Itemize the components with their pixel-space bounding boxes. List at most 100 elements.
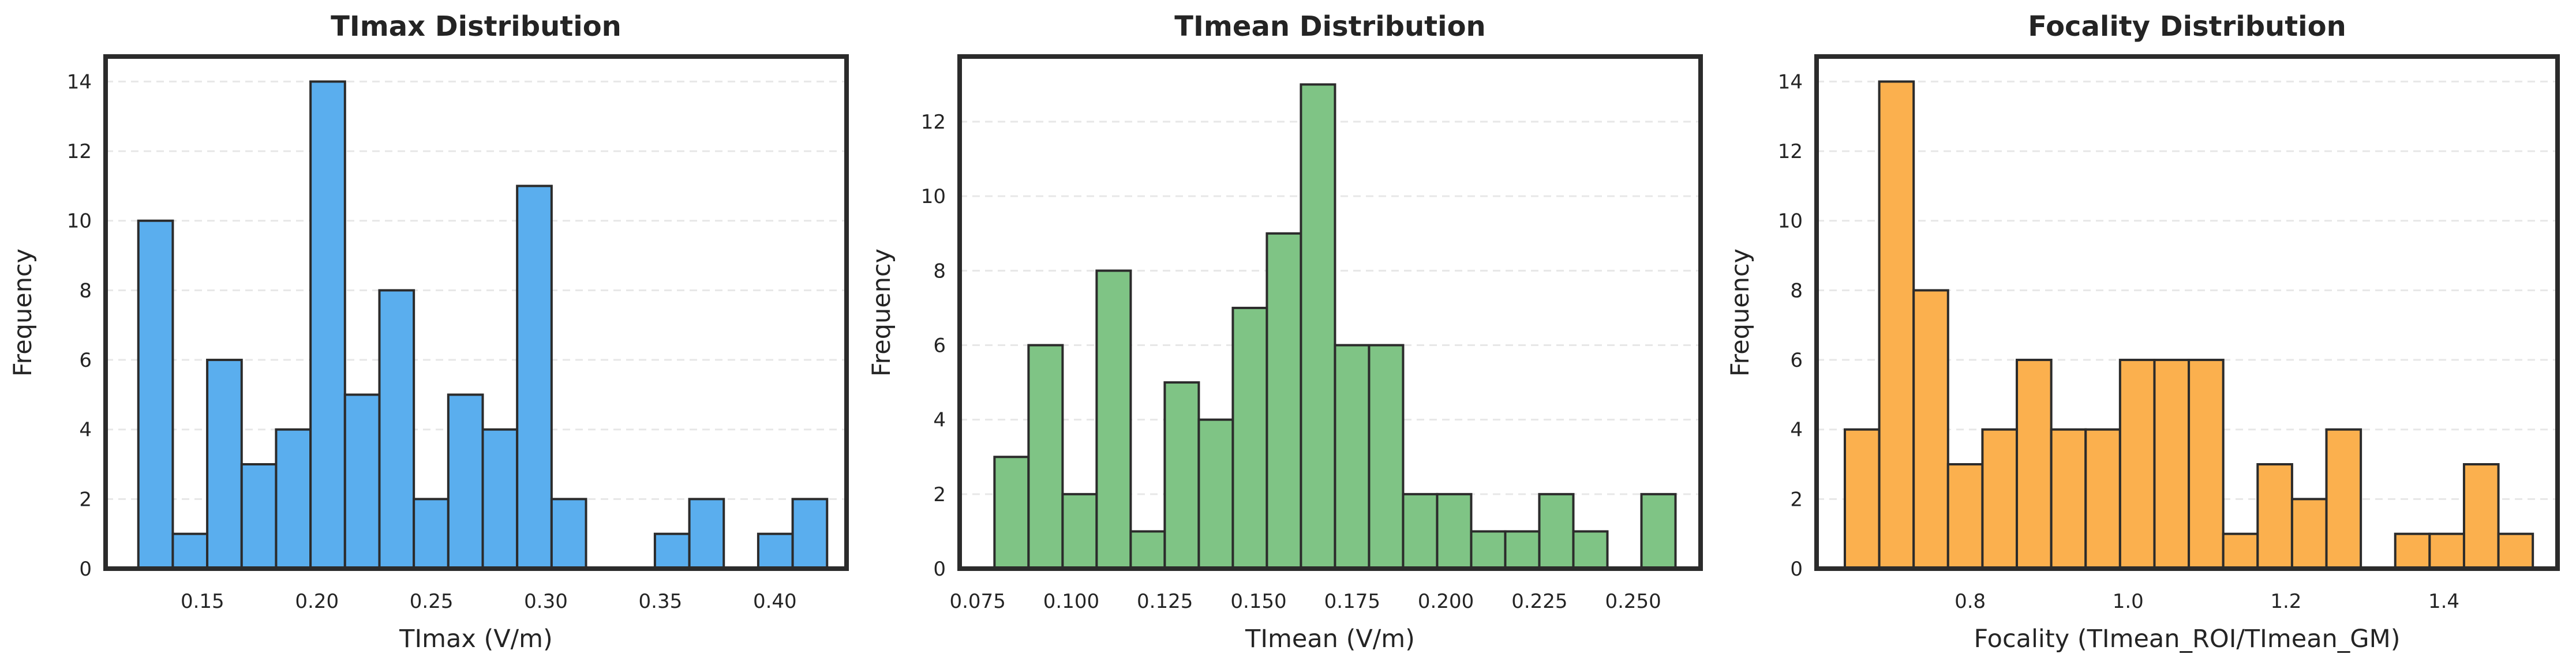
x-tick-label: 0.30 — [524, 590, 568, 613]
y-tick-label: 12 — [1778, 140, 1803, 163]
histogram-bar — [413, 498, 450, 570]
histogram-bar — [1981, 428, 2019, 570]
y-tick-labels: 0 2 4 6 8 10 12 14 — [67, 70, 92, 581]
histogram-bar — [1470, 530, 1507, 570]
y-tick-label: 14 — [1778, 70, 1803, 93]
x-tick-label: 0.175 — [1324, 590, 1380, 613]
histogram-bar — [1368, 344, 1405, 570]
y-tick-label: 2 — [933, 483, 946, 506]
y-tick-label: 10 — [1778, 210, 1803, 233]
histogram-bar — [1504, 530, 1541, 570]
y-tick-label: 10 — [921, 185, 946, 208]
histogram-bar — [1843, 428, 1881, 570]
histogram-bar — [2394, 532, 2431, 570]
histogram-bar — [309, 80, 346, 570]
x-tick-label: 0.225 — [1511, 590, 1567, 613]
histogram-bar — [1197, 418, 1234, 570]
x-tick-label: 0.15 — [181, 590, 224, 613]
histogram-bar — [1912, 289, 1949, 570]
x-tick-label: 0.250 — [1605, 590, 1661, 613]
histogram-bar — [1061, 493, 1098, 570]
x-tick-label: 0.35 — [639, 590, 683, 613]
histogram-bars — [137, 80, 829, 570]
y-tick-label: 8 — [79, 279, 92, 302]
x-tick-labels: 0.075 0.100 0.125 0.150 0.175 0.200 0.225 0.250 — [949, 590, 1661, 613]
histogram-bar — [1334, 344, 1371, 570]
histogram-bar — [653, 532, 691, 570]
histogram-bar — [1300, 83, 1336, 570]
histogram-bar — [1572, 530, 1609, 570]
x-tick-label: 0.150 — [1230, 590, 1286, 613]
histogram-bar — [343, 393, 381, 570]
histogram-bar — [1265, 232, 1302, 570]
histogram-bar — [2153, 359, 2191, 570]
x-tick-label: 0.100 — [1043, 590, 1099, 613]
axes-frame — [957, 54, 1703, 571]
y-tick-label: 2 — [79, 488, 92, 511]
histogram-bars — [993, 83, 1677, 570]
histogram-bar — [791, 498, 829, 570]
histogram-bar — [1027, 344, 1064, 570]
histogram-bar — [550, 498, 587, 570]
histogram-bar — [2428, 532, 2465, 570]
histogram-bar — [2222, 532, 2259, 570]
y-tick-label: 4 — [79, 419, 92, 442]
histogram-bar — [447, 393, 484, 570]
y-axis-label: Frequency — [867, 249, 896, 377]
y-tick-labels: 0 2 4 6 8 10 12 — [921, 111, 946, 581]
histogram-bars — [1843, 80, 2534, 570]
histogram-bar — [1878, 80, 1915, 570]
histogram-bar — [2050, 428, 2087, 570]
histogram-bar — [516, 185, 553, 570]
x-tick-label: 0.200 — [1418, 590, 1474, 613]
histogram-bar — [1095, 269, 1132, 570]
x-axis-label: Focality (TImean_ROI/TImean_GM) — [1974, 625, 2400, 653]
y-tick-labels: 0 2 4 6 8 10 12 14 — [1778, 70, 1803, 581]
histogram-bar — [1538, 493, 1575, 570]
histogram-bar — [993, 456, 1030, 570]
y-tick-label: 4 — [933, 409, 946, 432]
y-tick-label: 10 — [67, 210, 92, 233]
histogram-bar — [688, 498, 725, 570]
y-axis-label: Frequency — [1726, 249, 1755, 377]
axes-frame — [103, 54, 849, 571]
histogram-bar — [1129, 530, 1166, 570]
x-axis-label: TImax (V/m) — [399, 625, 553, 653]
y-tick-label: 8 — [1790, 279, 1803, 302]
histogram-bar — [1436, 493, 1473, 570]
timax-histogram-chart: 0.15 0.20 0.25 0.30 0.35 0.40 0 2 4 6 8 10 12 14 TIm… — [9, 10, 849, 653]
histogram-bar — [137, 219, 174, 570]
x-tick-label: 1.2 — [2270, 590, 2301, 613]
y-tick-label: 8 — [933, 260, 946, 283]
y-tick-label: 12 — [921, 111, 946, 134]
y-tick-label: 6 — [1790, 349, 1803, 372]
histogram-bar — [1640, 493, 1677, 570]
panel-timean-distribution: 0.075 0.100 0.125 0.150 0.175 0.200 0.225 0.250… — [859, 0, 1717, 669]
y-tick-label: 12 — [67, 140, 92, 163]
histogram-bar — [378, 289, 415, 570]
histogram-bar — [2290, 498, 2328, 570]
histogram-bar — [1946, 463, 1984, 570]
y-tick-label: 6 — [79, 349, 92, 372]
y-tick-label: 6 — [933, 334, 946, 358]
x-axis-label: TImean (V/m) — [1245, 625, 1415, 653]
histogram-bar — [1402, 493, 1439, 570]
y-tick-label: 2 — [1790, 488, 1803, 511]
histogram-bar — [481, 428, 519, 570]
x-tick-label: 0.20 — [295, 590, 339, 613]
chart-title: TImax Distribution — [331, 10, 621, 43]
histogram-bar — [2497, 532, 2534, 570]
histogram-bar — [2462, 463, 2500, 570]
x-tick-labels: 0.15 0.20 0.25 0.30 0.35 0.40 — [181, 590, 797, 613]
x-tick-label: 1.0 — [2113, 590, 2144, 613]
histogram-bar — [757, 532, 794, 570]
histogram-bar — [2188, 359, 2225, 570]
histogram-bar — [206, 359, 243, 570]
chart-title: Focality Distribution — [2028, 10, 2346, 43]
histogram-bar — [2084, 428, 2121, 570]
y-axis-label: Frequency — [9, 249, 38, 377]
histogram-bar — [2256, 463, 2293, 570]
histogram-bar — [275, 428, 312, 570]
histogram-bar — [2016, 359, 2053, 570]
